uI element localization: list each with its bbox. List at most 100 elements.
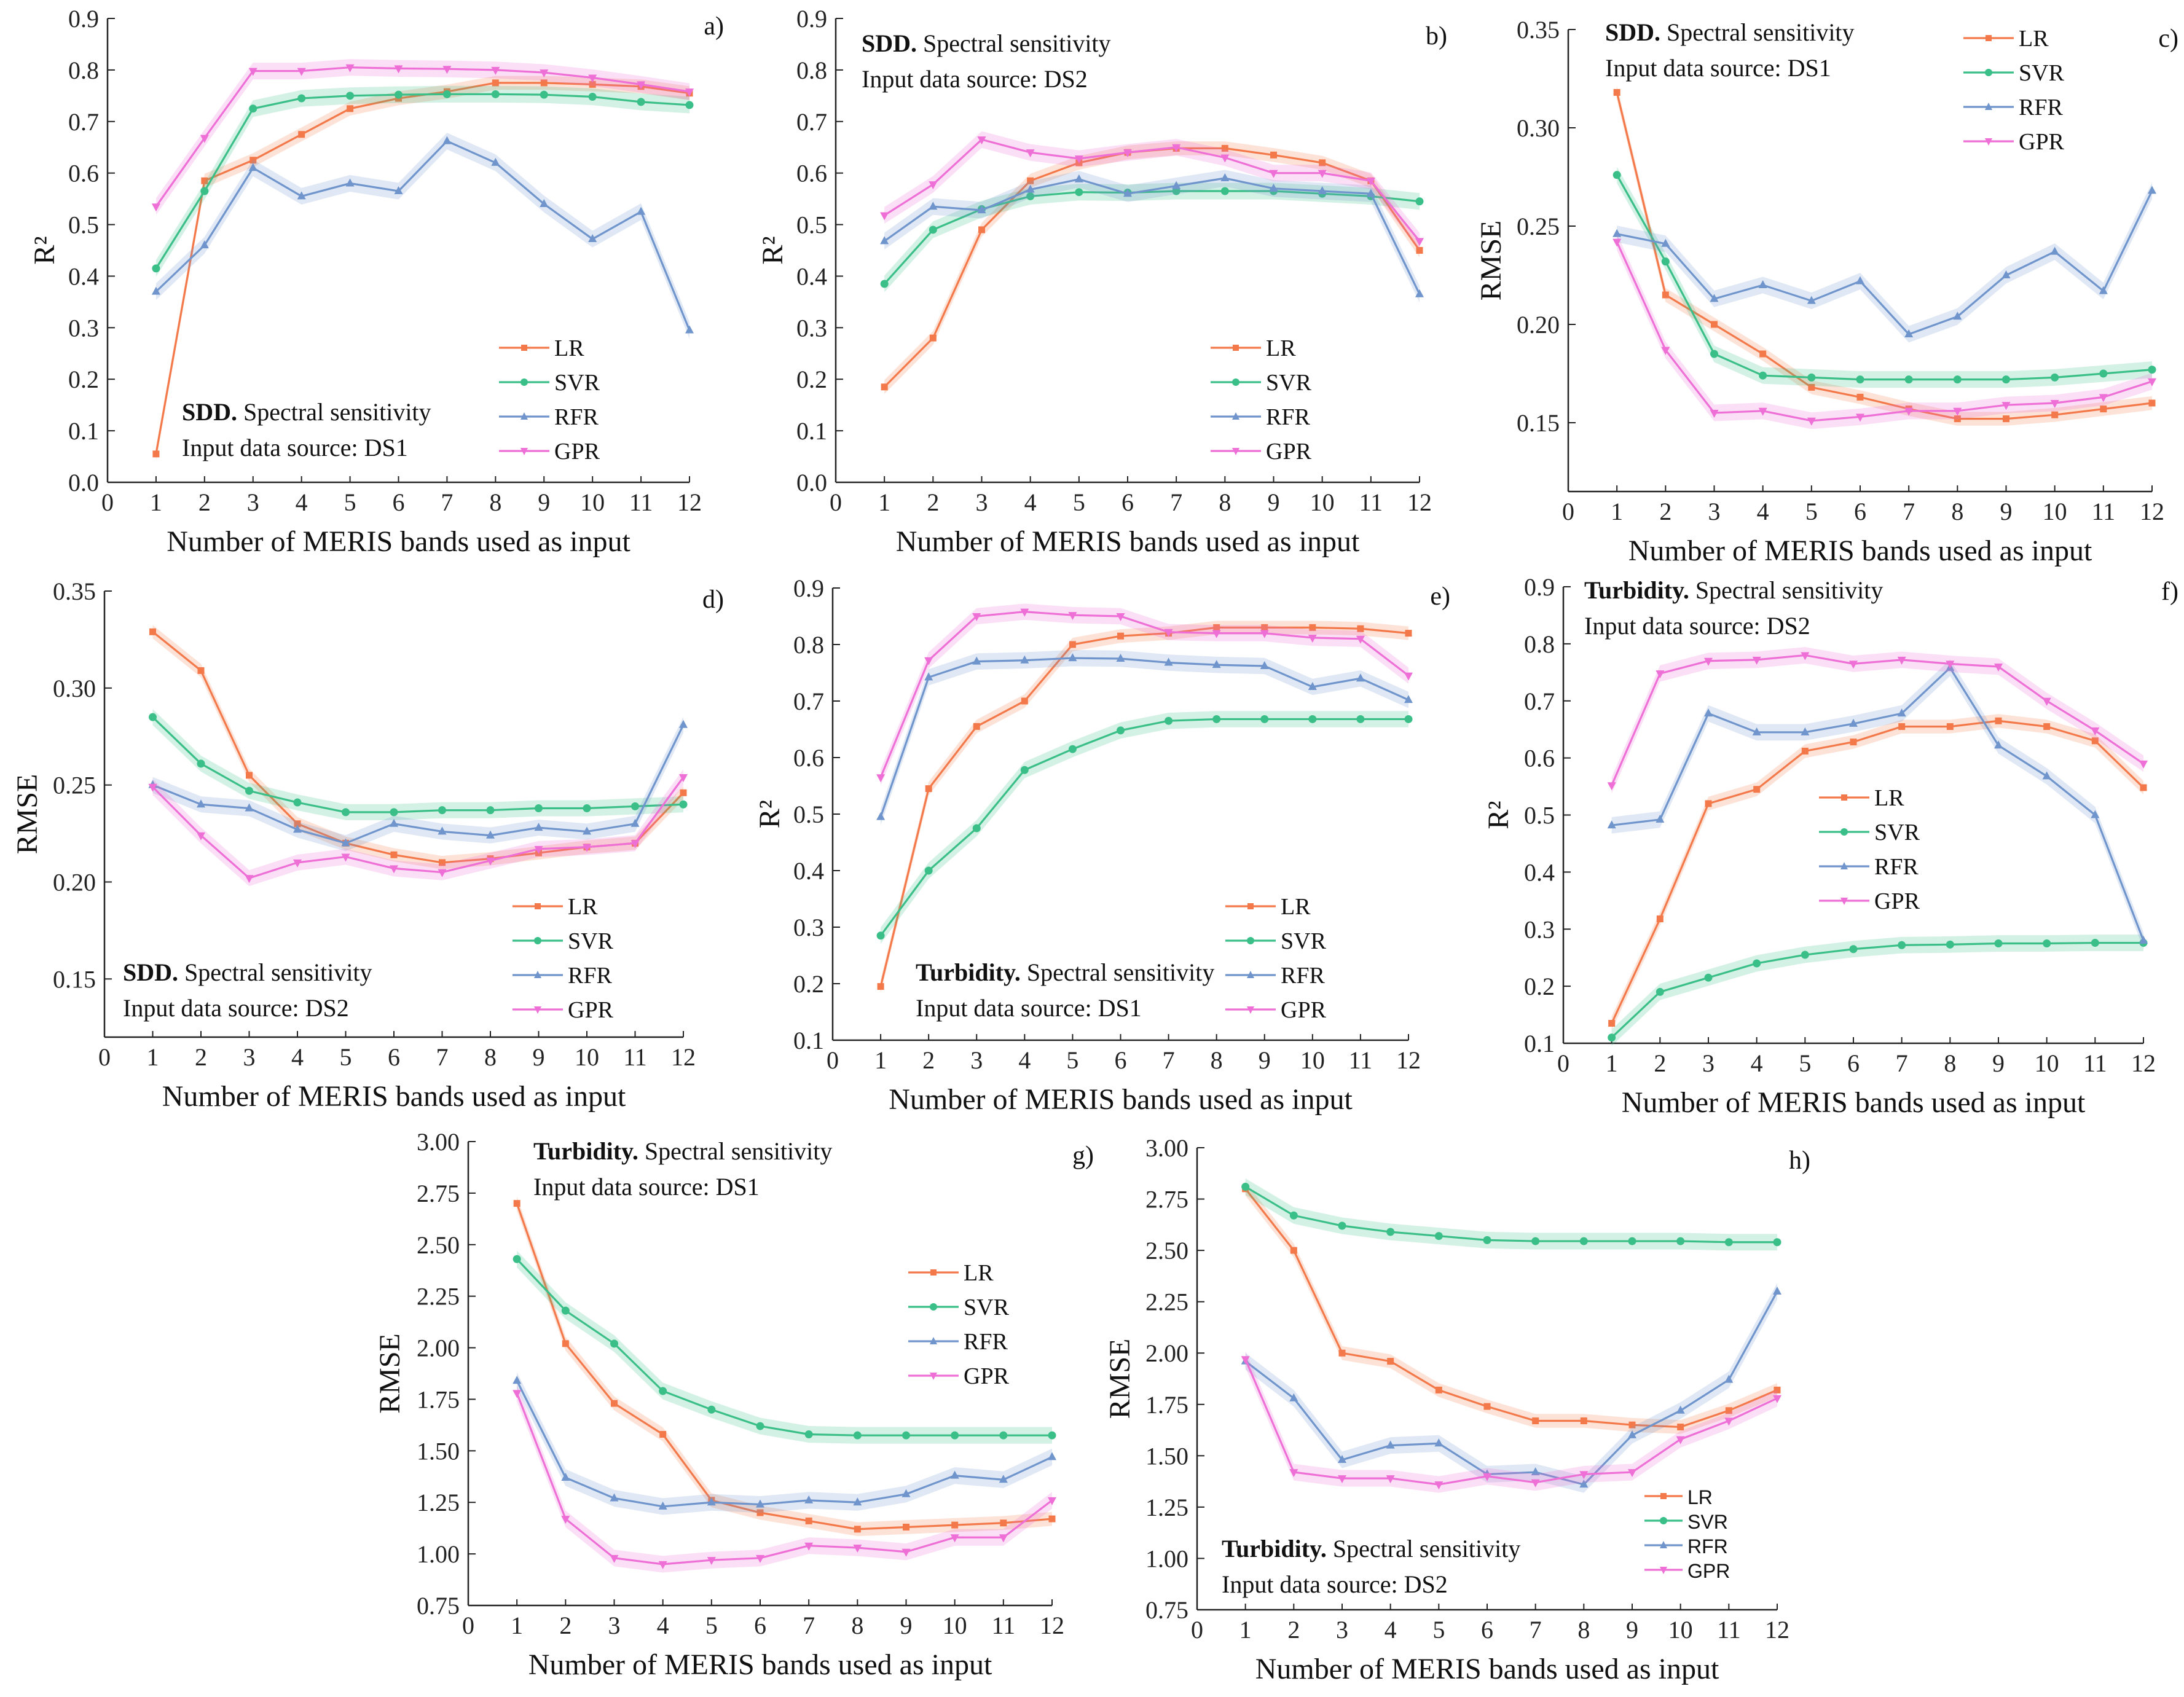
uncertainty-band-rfr	[881, 649, 1408, 825]
series-line-gpr	[879, 611, 1409, 778]
y-tick-label: 0.4	[796, 262, 827, 290]
data-point	[1261, 624, 1268, 631]
x-axis-title: Number of MERIS bands used as input	[889, 1083, 1353, 1116]
legend-label-lr: LR	[568, 894, 598, 920]
legend-marker	[1247, 903, 1254, 909]
x-tick-label: 9	[1268, 488, 1280, 516]
panel-title-bold: Turbidity.	[1222, 1535, 1327, 1562]
series-gpr	[148, 769, 688, 887]
data-point	[1994, 740, 2003, 749]
x-tick-label: 8	[489, 488, 501, 516]
x-tick-label: 4	[296, 488, 308, 516]
data-point	[929, 202, 938, 210]
data-point	[630, 818, 640, 827]
y-tick-label: 0.3	[1524, 915, 1555, 943]
data-point	[659, 1430, 667, 1438]
data-point	[1705, 800, 1712, 807]
data-point	[1164, 629, 1173, 637]
legend-marker	[520, 412, 528, 420]
data-point	[294, 820, 301, 828]
y-axis-title: RMSE	[1475, 221, 1507, 301]
data-point	[929, 225, 937, 234]
data-point	[562, 1340, 569, 1347]
data-point	[149, 713, 157, 721]
legend-marker	[1841, 794, 1847, 801]
data-point	[1260, 715, 1269, 723]
data-point	[1662, 291, 1669, 299]
y-tick-label: 0.30	[53, 675, 96, 702]
data-point	[1021, 697, 1028, 705]
data-point	[293, 825, 302, 833]
x-tick-label: 8	[1951, 498, 1963, 525]
legend-label-lr: LR	[1687, 1486, 1713, 1508]
data-point	[972, 824, 981, 833]
data-point	[1612, 238, 1622, 247]
data-point	[1415, 197, 1424, 206]
data-point	[1241, 1356, 1250, 1365]
series-rfr	[1612, 182, 2156, 343]
data-point	[925, 785, 932, 793]
series-line-svr	[1611, 941, 2143, 1038]
data-point	[1020, 766, 1029, 774]
x-axis-title: Number of MERIS bands used as input	[162, 1080, 626, 1113]
panel-title-bold: Turbidity.	[533, 1137, 638, 1165]
legend-label-svr: SVR	[554, 370, 600, 396]
x-tick-label: 11	[1359, 488, 1383, 516]
legend: LR SVR RFR GPR	[1819, 785, 1920, 914]
series-line-svr	[516, 1258, 1052, 1436]
y-tick-label: 2.75	[1145, 1186, 1188, 1213]
legend-label-lr: LR	[1266, 335, 1296, 361]
data-point	[1020, 655, 1029, 664]
data-point	[1710, 410, 1719, 418]
data-point	[1241, 1183, 1250, 1191]
series-line-svr	[152, 716, 684, 813]
uncertainty-band-rfr	[152, 716, 683, 852]
data-source: Input data source: DS2	[123, 994, 349, 1022]
uncertainty-band-lr	[152, 625, 683, 869]
y-tick-label: 0.6	[68, 160, 99, 187]
series-rfr	[1241, 1283, 1781, 1493]
panel-title: SDD. Spectral sensitivity	[862, 29, 1111, 57]
x-tick-label: 10	[2035, 1049, 2059, 1077]
x-tick-label: 11	[992, 1612, 1016, 1639]
legend-label-gpr: GPR	[1687, 1560, 1730, 1582]
legend-marker	[520, 378, 528, 386]
data-point	[1435, 1386, 1442, 1393]
data-point	[1220, 187, 1229, 195]
data-point	[1260, 630, 1269, 638]
data-point	[540, 79, 548, 87]
uncertainty-band-lr	[1245, 1182, 1777, 1434]
panel-title-rest: Spectral sensitivity	[1327, 1535, 1521, 1562]
data-point	[1027, 177, 1034, 184]
y-tick-label: 3.00	[417, 1128, 460, 1156]
x-tick-label: 0	[101, 488, 114, 516]
data-point	[394, 65, 403, 74]
data-point	[491, 66, 500, 75]
data-point	[1953, 312, 1962, 320]
x-tick-label: 1	[1611, 498, 1623, 525]
legend-label-rfr: RFR	[568, 963, 612, 989]
data-source: Input data source: DS2	[862, 65, 1088, 93]
data-point	[293, 859, 302, 868]
uncertainty-band-svr	[517, 1250, 1052, 1444]
series-line-rfr	[152, 724, 685, 845]
x-tick-label: 11	[2092, 498, 2116, 525]
data-point	[1434, 1232, 1443, 1240]
data-point	[903, 1523, 909, 1530]
panel-label: h)	[1789, 1146, 1810, 1175]
x-tick-label: 6	[1481, 1616, 1493, 1644]
x-tick-label: 4	[1018, 1046, 1031, 1074]
data-point	[876, 931, 885, 940]
x-tick-label: 8	[484, 1043, 497, 1071]
uncertainty-band-rfr	[1611, 659, 2143, 949]
x-tick-label: 3	[970, 1046, 983, 1074]
y-axis-title: R²	[28, 236, 61, 264]
data-point	[1116, 654, 1125, 662]
data-point	[2003, 415, 2009, 423]
data-point	[297, 191, 306, 200]
data-point	[610, 1554, 619, 1563]
data-point	[1759, 350, 1767, 358]
panel-title: Turbidity. Spectral sensitivity	[916, 958, 1214, 986]
data-point	[1758, 407, 1767, 416]
data-point	[853, 1497, 862, 1506]
